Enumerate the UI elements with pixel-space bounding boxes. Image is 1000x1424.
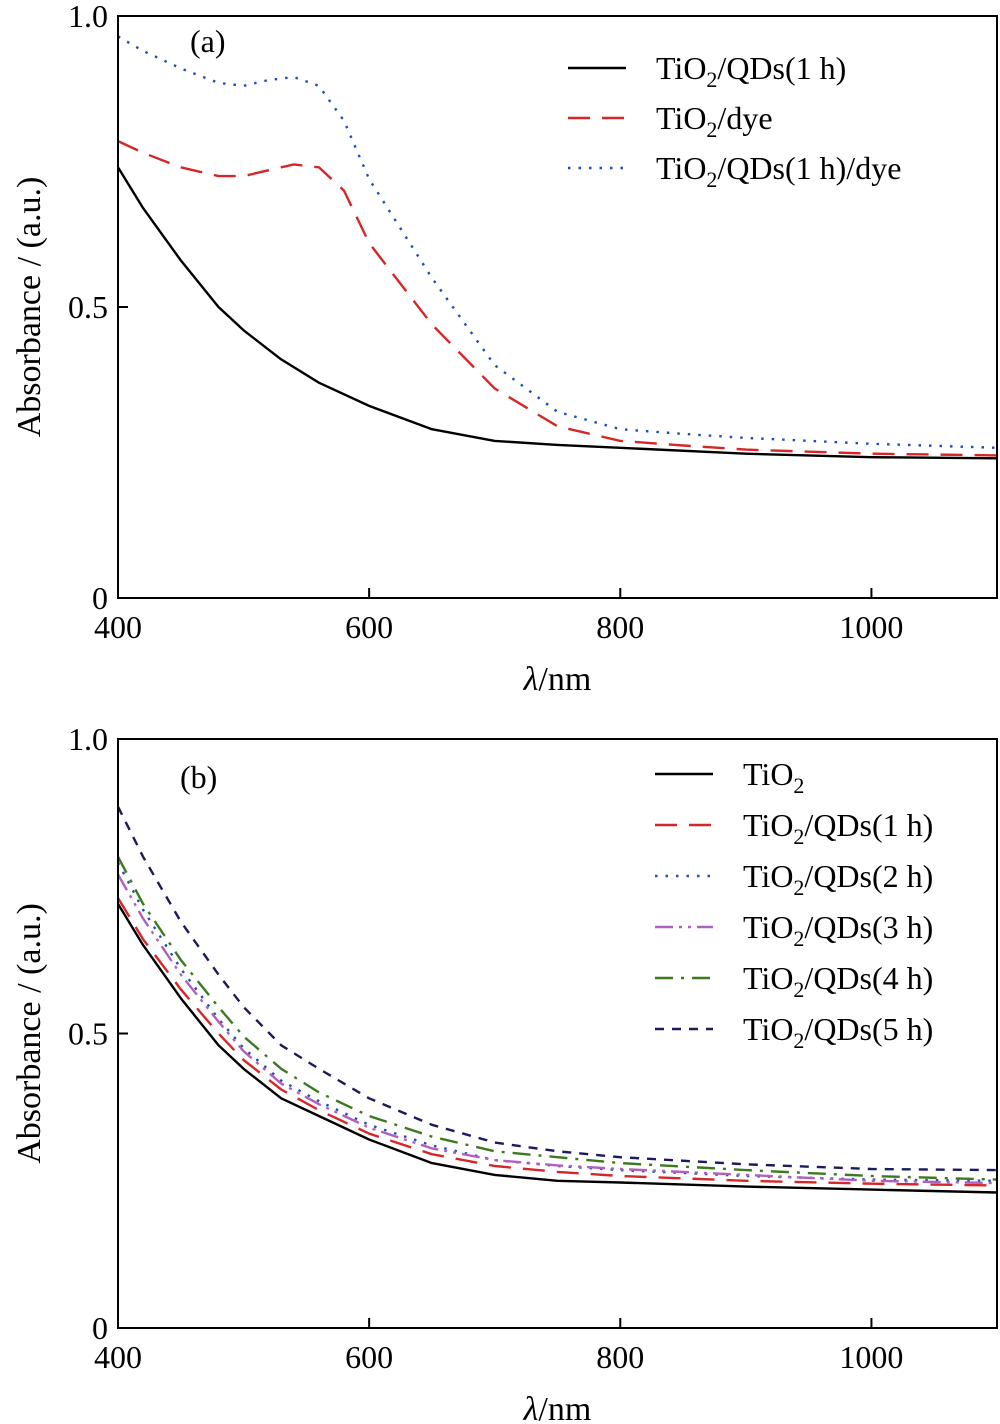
series-line-2 bbox=[117, 140, 998, 457]
legend-entry: TiO2/QDs(1 h) bbox=[743, 807, 933, 849]
panel-label: (b) bbox=[180, 759, 217, 795]
legend-entry: TiO2/dye bbox=[656, 100, 773, 142]
legend-entry: TiO2/QDs(1 h)/dye bbox=[656, 150, 901, 192]
x-tick-label: 400 bbox=[94, 609, 142, 645]
legend-entry: TiO2/QDs(3 h) bbox=[743, 909, 933, 951]
x-tick-label: 800 bbox=[596, 609, 644, 645]
panel-label: (a) bbox=[190, 23, 226, 59]
series-line-4 bbox=[116, 873, 998, 1185]
x-axis-label: λ/nm bbox=[523, 661, 592, 698]
y-tick-label: 0.5 bbox=[68, 1016, 108, 1052]
legend-entry: TiO2/QDs(4 h) bbox=[743, 960, 933, 1002]
x-tick-label: 400 bbox=[94, 1339, 142, 1375]
x-tick-label: 600 bbox=[345, 609, 393, 645]
series-line-1 bbox=[116, 166, 998, 460]
legend-entry: TiO2/QDs(1 h) bbox=[656, 50, 846, 92]
y-tick-label: 1.0 bbox=[68, 0, 108, 34]
legend-entry: TiO2/QDs(5 h) bbox=[743, 1011, 933, 1053]
y-tick-label: 0.5 bbox=[68, 289, 108, 325]
x-tick-label: 1000 bbox=[839, 1339, 903, 1375]
y-tick-label: 0 bbox=[92, 580, 108, 616]
panel-a: 400 600 800 1000 0 0.5 1.0 λ/nm Absorbance / (a.… bbox=[11, 0, 998, 698]
y-tick-label: 0 bbox=[92, 1310, 108, 1346]
series-line-6 bbox=[116, 806, 998, 1172]
series-line-2 bbox=[116, 897, 998, 1187]
series-line-1 bbox=[116, 903, 998, 1194]
x-tick-label: 1000 bbox=[839, 609, 903, 645]
legend-entry: TiO2 bbox=[743, 756, 804, 798]
x-tick-label: 600 bbox=[345, 1339, 393, 1375]
y-tick-label: 1.0 bbox=[68, 721, 108, 757]
panel-b: 400 600 800 1000 0 0.5 1.0 λ/nm Absorbance / (a.… bbox=[11, 721, 998, 1424]
plot-frame bbox=[117, 15, 998, 599]
x-tick-label: 800 bbox=[596, 1339, 644, 1375]
y-axis-label: Absorbance / (a.u.) bbox=[11, 177, 48, 438]
x-axis-label: λ/nm bbox=[523, 1391, 592, 1424]
series-line-5 bbox=[116, 856, 998, 1181]
legend-entry: TiO2/QDs(2 h) bbox=[743, 858, 933, 900]
y-axis-label: Absorbance / (a.u.) bbox=[11, 903, 48, 1164]
series-line-3 bbox=[117, 35, 998, 449]
